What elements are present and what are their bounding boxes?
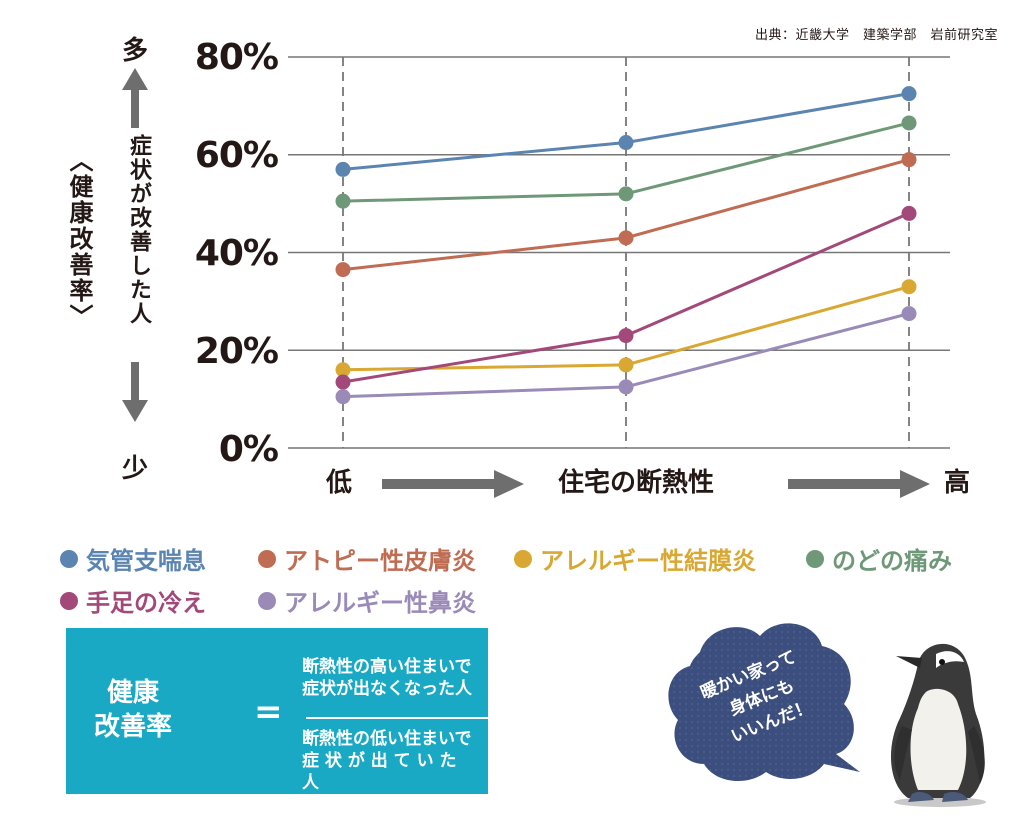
data-point [901, 205, 917, 221]
legend-item: 手足の冷え [60, 583, 206, 618]
formula-denominator-line: 症 状 が 出 て い た 人 [302, 751, 457, 793]
data-point [618, 230, 634, 246]
formula-lhs-line: 健康 [106, 678, 159, 708]
data-point [901, 86, 917, 102]
data-point [335, 362, 351, 378]
formula-denominator-line: 断熱性の低い住まいで [302, 729, 472, 749]
formula-lhs-line: 改善率 [94, 712, 173, 742]
formula-equals: = [254, 692, 283, 732]
data-point [335, 374, 351, 390]
arrow-down-icon [122, 362, 148, 422]
y-axis-title-main: 症状が改善した人 [126, 134, 151, 326]
x-axis-low-label: 低 [326, 468, 353, 498]
y-axis-top-label: 多 [122, 36, 149, 66]
legend-label: 手足の冷え [86, 589, 206, 617]
legend-swatch [258, 591, 276, 610]
arrow-up-icon [122, 68, 148, 128]
y-axis-bottom-label: 少 [122, 454, 149, 484]
legend-swatch [258, 549, 276, 568]
legend-label: アトピー性皮膚炎 [284, 547, 476, 575]
line-chart [288, 56, 950, 449]
speech-bubble: 暖かい家って 身体にも いいんだ！ [668, 623, 860, 782]
formula-numerator: 断熱性の高い住まいで 症状が出なくなった人 [302, 656, 472, 700]
legend-swatch [514, 549, 532, 568]
formula-box: 健康 改善率 = 断熱性の高い住まいで 症状が出なくなった人 断熱性の低い住まい… [66, 628, 522, 794]
formula-denominator: 断熱性の低い住まいで 症 状 が 出 て い た 人 [302, 728, 472, 794]
legend-swatch [60, 591, 78, 610]
formula-numerator-line: 症状が出なくなった人 [302, 679, 472, 699]
data-point [618, 186, 634, 202]
x-axis-high-label: 高 [944, 468, 971, 498]
arrow-right-icon [788, 470, 930, 498]
data-point [618, 328, 634, 344]
legend-item: 気管支喘息 [60, 541, 206, 576]
penguin-illustration [890, 643, 986, 807]
data-point [901, 115, 917, 131]
y-axis-title: 多 症状が改善した人 少 [108, 30, 160, 485]
data-point [618, 379, 634, 395]
source-note: 出典：近畿大学 建築学部 岩前研究室 [754, 28, 998, 43]
legend-label: アレルギー性鼻炎 [284, 589, 476, 617]
x-axis-title: 住宅の断熱性 [558, 468, 715, 498]
arrow-right-icon [382, 470, 524, 498]
y-tick-label: 60% [194, 135, 279, 176]
legend-label: 気管支喘息 [86, 547, 206, 575]
legend-item: アレルギー性結膜炎 [514, 541, 756, 576]
data-point [335, 193, 351, 209]
data-point [335, 389, 351, 405]
legend-swatch [60, 549, 78, 568]
data-point [335, 262, 351, 278]
legend-swatch [806, 549, 824, 568]
formula-lhs: 健康 改善率 [94, 676, 172, 744]
data-point [901, 279, 917, 295]
data-point [618, 135, 634, 151]
data-point [335, 161, 351, 177]
y-tick-label: 20% [194, 331, 279, 372]
legend-item: のどの痛み [806, 541, 952, 576]
legend-item: アトピー性皮膚炎 [258, 541, 476, 576]
y-axis-title-sub: 〈健康改善率〉 [65, 148, 93, 330]
formula-numerator-line: 断熱性の高い住まいで [302, 657, 472, 677]
data-point [901, 152, 917, 168]
y-tick-label: 0% [218, 429, 279, 470]
fraction-bar [306, 717, 522, 719]
y-tick-label: 40% [194, 233, 279, 274]
y-tick-label: 80% [194, 37, 279, 78]
data-point [901, 306, 917, 322]
legend-label: アレルギー性結膜炎 [540, 547, 756, 575]
legend-item: アレルギー性鼻炎 [258, 583, 476, 618]
legend-label: のどの痛み [832, 547, 952, 575]
data-point [618, 357, 634, 373]
